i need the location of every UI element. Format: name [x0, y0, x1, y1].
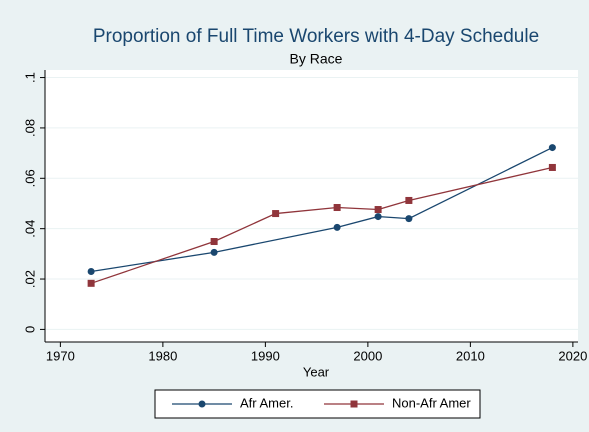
point — [210, 248, 218, 256]
y-tick-label: .06 — [22, 169, 37, 187]
point — [405, 196, 413, 204]
x-tick-label: 2020 — [558, 348, 587, 363]
point — [374, 213, 382, 221]
legend-label: Afr Amer. — [240, 395, 293, 410]
point — [548, 144, 556, 152]
y-tick-label: 0 — [22, 326, 37, 333]
legend-marker — [350, 400, 358, 408]
chart-subtitle: By Race — [290, 51, 343, 67]
plot-area — [45, 70, 578, 342]
point — [548, 163, 556, 171]
x-tick-label: 2000 — [353, 348, 382, 363]
point — [87, 279, 95, 287]
point — [87, 267, 95, 275]
y-tick-label: .1 — [22, 72, 37, 83]
legend-label: Non-Afr Amer — [392, 395, 471, 410]
y-tick-label: .08 — [22, 119, 37, 137]
point — [405, 215, 413, 223]
line — [91, 146, 553, 273]
y-tick-label: .02 — [22, 270, 37, 288]
point — [333, 204, 341, 212]
x-tick-label: 1990 — [251, 348, 280, 363]
y-tick-label: .04 — [22, 220, 37, 238]
point — [374, 206, 382, 214]
point — [333, 223, 341, 231]
x-axis-label: Year — [303, 364, 330, 379]
x-tick-label: 1970 — [46, 348, 75, 363]
legend-marker — [198, 400, 206, 408]
chart-title: Proportion of Full Time Workers with 4-D… — [93, 26, 539, 47]
x-tick-label: 1980 — [148, 348, 177, 363]
point — [210, 238, 218, 246]
x-tick-label: 2010 — [456, 348, 485, 363]
point — [272, 210, 280, 218]
